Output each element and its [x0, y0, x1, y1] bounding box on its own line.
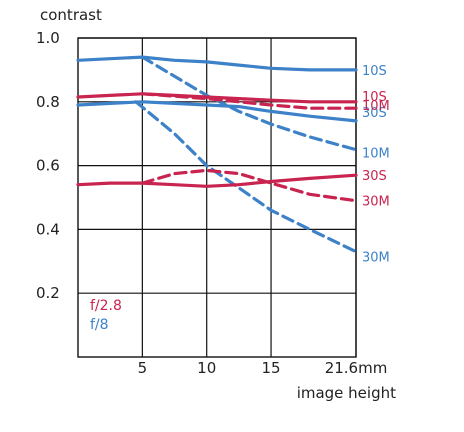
plot-frame [77, 37, 357, 358]
series-30m-f8-line [134, 100, 358, 254]
plot-border [77, 37, 357, 358]
x-tick-label: 15 [262, 359, 281, 377]
series-end-label: 30S [362, 169, 387, 184]
y-axis-label: contrast [40, 6, 102, 24]
series-end-label: 30M [362, 195, 390, 210]
y-tick-label: 0.8 [36, 93, 60, 111]
series-layer [76, 55, 358, 254]
x-tick-label: 21.6mm [325, 359, 388, 377]
y-tick-label: 0.6 [36, 157, 60, 175]
series-30s-f28-line [76, 173, 358, 188]
legend-item: f/2.8 [90, 298, 122, 314]
y-tick-label: 0.2 [36, 284, 60, 302]
x-tick-label: 5 [138, 359, 148, 377]
series-end-label: 10M [362, 147, 390, 162]
y-tick-label: 1.0 [36, 29, 60, 47]
series-30m-f28-line [140, 168, 358, 203]
series-end-label: 10S [362, 64, 387, 79]
series-10s-f8-line [76, 55, 358, 72]
series-end-label: 30S [362, 106, 387, 121]
series-10m-f8-line [140, 55, 358, 152]
legend: f/2.8 f/8 [90, 298, 122, 333]
series-30s-f8-line [76, 100, 358, 123]
series-end-label: 30M [362, 251, 390, 266]
series-10s-f28-line [76, 92, 358, 104]
x-axis-label: image height [297, 384, 396, 402]
axis-labels: 1.0 0.8 0.6 0.4 0.2 5 10 15 21.6mm [36, 29, 387, 377]
series-end-label: 10M [362, 99, 390, 114]
legend-item: f/8 [90, 317, 109, 333]
series-end-label: 10S [362, 90, 387, 105]
y-tick-label: 0.4 [36, 220, 60, 238]
series-10m-f28-line [140, 92, 358, 110]
x-tick-label: 10 [197, 359, 216, 377]
